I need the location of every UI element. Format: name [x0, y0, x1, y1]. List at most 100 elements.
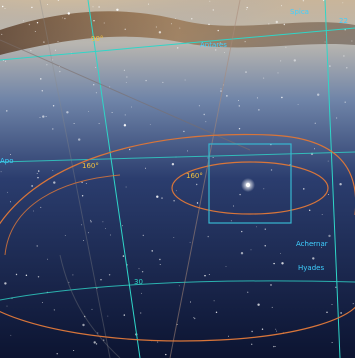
ecliptic-inner-ring	[171, 161, 329, 215]
background-star	[270, 284, 272, 286]
background-star	[226, 95, 228, 97]
background-star	[303, 188, 305, 190]
background-star	[257, 303, 260, 306]
background-star	[64, 17, 66, 20]
background-star	[336, 117, 338, 119]
background-star	[250, 249, 252, 251]
background-star	[261, 328, 264, 330]
background-star	[220, 90, 222, 92]
background-star	[67, 12, 71, 15]
background-star	[41, 302, 43, 304]
background-star	[238, 105, 240, 107]
background-star	[122, 225, 123, 227]
background-star	[1, 33, 3, 35]
background-star	[183, 130, 185, 133]
background-star	[324, 41, 326, 43]
background-star	[321, 214, 323, 215]
background-star	[59, 70, 61, 73]
background-star	[328, 194, 329, 196]
star-label-antares[interactable]: Antares	[200, 41, 227, 49]
background-star	[98, 6, 100, 8]
background-star	[98, 123, 100, 124]
background-star	[31, 185, 33, 187]
background-star	[10, 334, 12, 336]
grid-line-meridian-left	[87, 0, 141, 358]
background-star	[203, 113, 205, 116]
background-star	[173, 200, 175, 202]
background-star	[275, 328, 277, 330]
background-star	[246, 9, 248, 11]
background-star	[159, 258, 161, 261]
background-star	[213, 300, 215, 302]
background-star	[251, 330, 253, 333]
star-label-hyades[interactable]: Hyades	[298, 264, 324, 272]
background-star	[93, 20, 95, 22]
background-star	[208, 23, 210, 26]
background-star	[343, 55, 345, 57]
background-star	[38, 170, 40, 172]
background-star	[289, 164, 291, 166]
milky-way-dust-lane	[0, 11, 355, 55]
background-star	[275, 20, 278, 24]
background-star	[45, 116, 47, 117]
background-star	[263, 188, 265, 190]
background-star	[66, 111, 69, 114]
background-star	[102, 221, 104, 223]
background-star	[277, 72, 279, 74]
background-star	[280, 60, 282, 62]
background-star	[111, 112, 113, 114]
background-star	[156, 195, 159, 198]
background-star	[126, 76, 128, 78]
background-star	[97, 332, 99, 334]
background-star	[33, 210, 35, 212]
background-star	[22, 20, 24, 22]
background-star	[170, 23, 172, 25]
background-star	[335, 286, 337, 288]
background-star	[207, 235, 209, 238]
background-star	[322, 0, 325, 2]
background-star	[274, 346, 276, 347]
background-star	[9, 201, 11, 203]
star-label-achernar[interactable]: Achernar	[296, 240, 328, 248]
background-star	[256, 97, 258, 99]
background-star	[148, 3, 150, 5]
background-star	[109, 86, 111, 88]
background-star	[281, 5, 283, 7]
background-star	[273, 262, 275, 265]
star-label-spica[interactable]: Spica	[290, 8, 309, 16]
background-star	[109, 234, 111, 236]
background-star	[331, 303, 333, 305]
label-left-edge: Apo	[0, 157, 14, 165]
background-star	[68, 281, 70, 283]
background-star	[140, 292, 142, 294]
background-star	[179, 27, 181, 29]
background-star	[47, 258, 49, 260]
field-of-view-box[interactable]	[208, 143, 292, 224]
background-star	[57, 41, 59, 43]
background-star	[155, 26, 157, 28]
background-star	[339, 183, 342, 186]
ecliptic-outer-ring-lower	[0, 306, 355, 342]
background-star	[157, 341, 159, 343]
background-star	[62, 17, 64, 19]
background-star	[331, 342, 333, 344]
background-star	[273, 345, 275, 348]
background-star	[28, 23, 31, 26]
background-star	[175, 190, 177, 192]
background-star	[95, 92, 97, 94]
background-star	[53, 309, 56, 311]
background-star	[84, 315, 86, 318]
background-star	[138, 268, 140, 270]
target-star[interactable]	[245, 182, 251, 188]
background-star	[293, 59, 296, 62]
background-star	[309, 209, 311, 211]
background-star	[105, 228, 106, 230]
background-star	[159, 264, 161, 265]
background-star	[241, 230, 243, 233]
background-star	[190, 301, 191, 303]
background-star	[342, 2, 344, 4]
background-star	[129, 148, 131, 151]
